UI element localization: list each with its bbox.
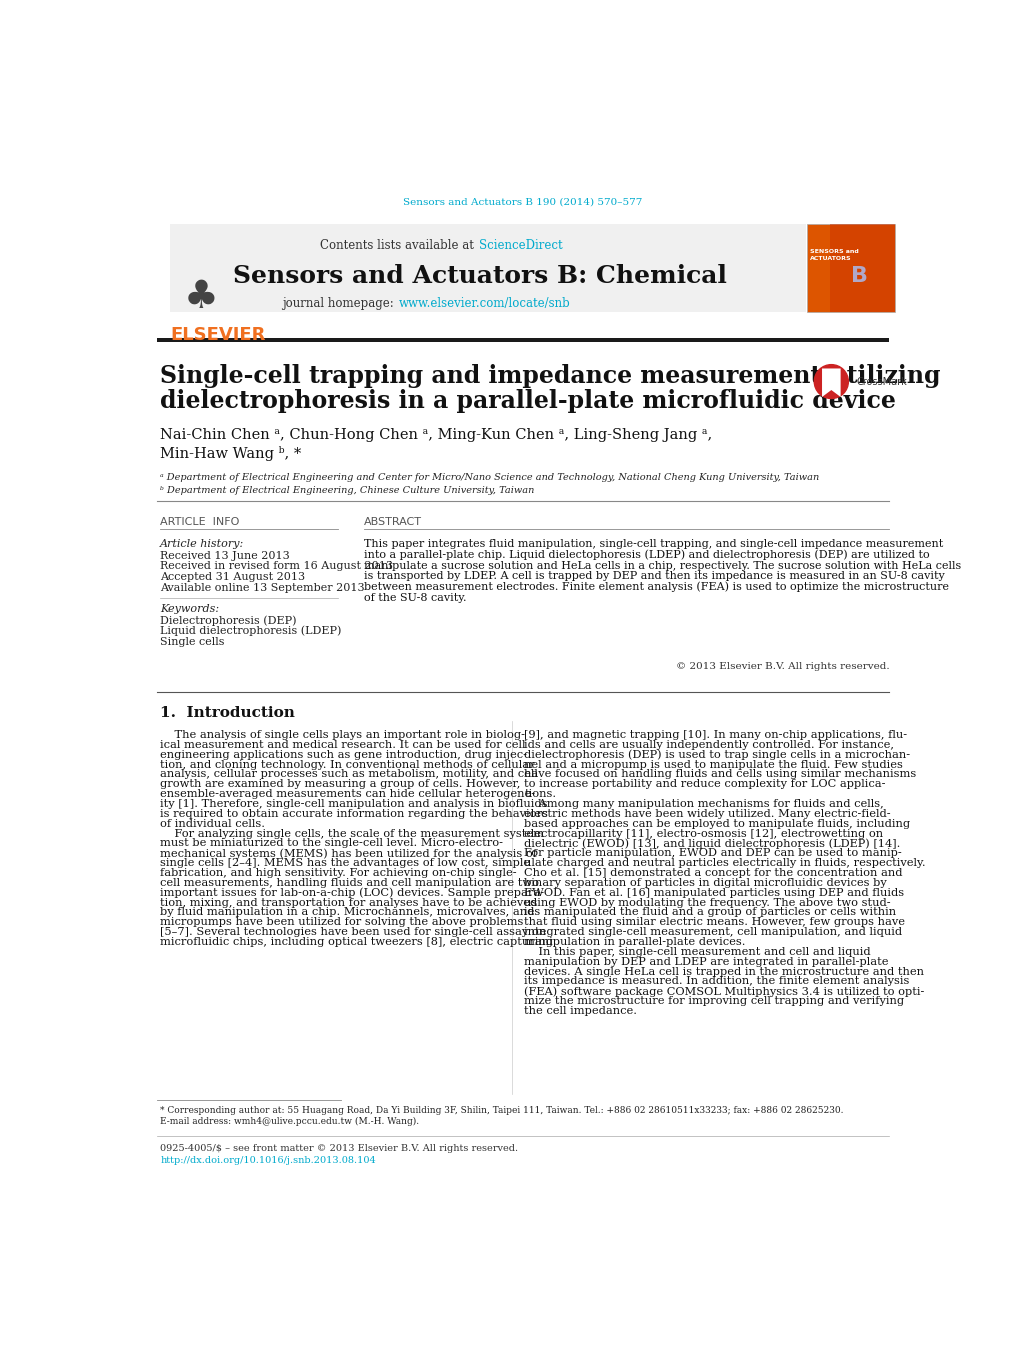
- Text: fabrication, and high sensitivity. For achieving on-chip single-: fabrication, and high sensitivity. For a…: [160, 867, 517, 878]
- Text: manipulation in parallel-plate devices.: manipulation in parallel-plate devices.: [525, 938, 746, 947]
- Text: 1.  Introduction: 1. Introduction: [160, 707, 295, 720]
- Text: SENSORS and
ACTUATORS: SENSORS and ACTUATORS: [810, 249, 859, 261]
- Text: Nai-Chin Chen ᵃ, Chun-Hong Chen ᵃ, Ming-Kun Chen ᵃ, Ling-Sheng Jang ᵃ,: Nai-Chin Chen ᵃ, Chun-Hong Chen ᵃ, Ming-…: [160, 428, 713, 442]
- Text: Cho et al. [15] demonstrated a concept for the concentration and: Cho et al. [15] demonstrated a concept f…: [525, 867, 903, 878]
- Bar: [157, 338, 889, 342]
- Text: Article history:: Article history:: [160, 539, 244, 549]
- Text: have focused on handling fluids and cells using similar mechanisms: have focused on handling fluids and cell…: [525, 770, 917, 780]
- Text: B: B: [852, 266, 869, 286]
- Text: nel and a micropump is used to manipulate the fluid. Few studies: nel and a micropump is used to manipulat…: [525, 759, 904, 770]
- Bar: [807, 224, 894, 312]
- Text: cell measurements, handling fluids and cell manipulation are two: cell measurements, handling fluids and c…: [160, 878, 539, 888]
- Text: tion, mixing, and transportation for analyses have to be achieved: tion, mixing, and transportation for ana…: [160, 897, 537, 908]
- Text: [9], and magnetic trapping [10]. In many on-chip applications, flu-: [9], and magnetic trapping [10]. In many…: [525, 730, 908, 740]
- Text: This paper integrates fluid manipulation, single-cell trapping, and single-cell : This paper integrates fluid manipulation…: [364, 539, 943, 549]
- Text: journal homepage:: journal homepage:: [282, 296, 397, 309]
- Text: Contents lists available at: Contents lists available at: [321, 239, 478, 251]
- Text: tions.: tions.: [525, 789, 556, 800]
- Text: ABSTRACT: ABSTRACT: [364, 517, 422, 527]
- Bar: [171, 224, 806, 312]
- Text: Min-Haw Wang ᵇ, *: Min-Haw Wang ᵇ, *: [160, 446, 301, 461]
- Text: important issues for lab-on-a-chip (LOC) devices. Sample prepara-: important issues for lab-on-a-chip (LOC)…: [160, 888, 544, 898]
- Text: its impedance is measured. In addition, the finite element analysis: its impedance is measured. In addition, …: [525, 977, 910, 986]
- Text: that fluid using similar electric means. However, few groups have: that fluid using similar electric means.…: [525, 917, 906, 927]
- Text: ies manipulated the fluid and a group of particles or cells within: ies manipulated the fluid and a group of…: [525, 908, 896, 917]
- Text: In this paper, single-cell measurement and cell and liquid: In this paper, single-cell measurement a…: [525, 947, 871, 957]
- Text: ensemble-averaged measurements can hide cellular heterogene-: ensemble-averaged measurements can hide …: [160, 789, 535, 800]
- Text: Dielectrophoresis (DEP): Dielectrophoresis (DEP): [160, 615, 297, 626]
- Text: binary separation of particles in digital microfluidic devices by: binary separation of particles in digita…: [525, 878, 887, 888]
- Text: Sensors and Actuators B: Chemical: Sensors and Actuators B: Chemical: [234, 263, 727, 288]
- Text: Sensors and Actuators B 190 (2014) 570–577: Sensors and Actuators B 190 (2014) 570–5…: [403, 197, 642, 207]
- Bar: [830, 224, 894, 312]
- Text: electric methods have been widely utilized. Many electric-field-: electric methods have been widely utiliz…: [525, 809, 891, 819]
- Text: of individual cells.: of individual cells.: [160, 819, 265, 828]
- Text: is transported by LDEP. A cell is trapped by DEP and then its impedance is measu: is transported by LDEP. A cell is trappe…: [364, 571, 944, 581]
- Text: engineering applications such as gene introduction, drug injec-: engineering applications such as gene in…: [160, 750, 527, 759]
- Text: [5–7]. Several technologies have been used for single-cell assay on: [5–7]. Several technologies have been us…: [160, 927, 546, 938]
- Text: Single cells: Single cells: [160, 636, 225, 647]
- Text: Received in revised form 16 August 2013: Received in revised form 16 August 2013: [160, 562, 393, 571]
- Text: microfluidic chips, including optical tweezers [8], electric capturing: microfluidic chips, including optical tw…: [160, 938, 553, 947]
- Text: ᵇ Department of Electrical Engineering, Chinese Culture University, Taiwan: ᵇ Department of Electrical Engineering, …: [160, 485, 535, 494]
- Text: by fluid manipulation in a chip. Microchannels, microvalves, and: by fluid manipulation in a chip. Microch…: [160, 908, 535, 917]
- Text: ical measurement and medical research. It can be used for cell: ical measurement and medical research. I…: [160, 740, 526, 750]
- Text: integrated single-cell measurement, cell manipulation, and liquid: integrated single-cell measurement, cell…: [525, 927, 903, 938]
- Text: CrossMark: CrossMark: [857, 377, 907, 386]
- Circle shape: [815, 365, 848, 399]
- Polygon shape: [822, 369, 840, 397]
- Text: E-mail address: wmh4@ulive.pccu.edu.tw (M.-H. Wang).: E-mail address: wmh4@ulive.pccu.edu.tw (…: [160, 1117, 420, 1127]
- Text: manipulate a sucrose solution and HeLa cells in a chip, respectively. The sucros: manipulate a sucrose solution and HeLa c…: [364, 561, 961, 570]
- Text: Among many manipulation mechanisms for fluids and cells,: Among many manipulation mechanisms for f…: [525, 798, 884, 809]
- Text: into a parallel-plate chip. Liquid dielectophoresis (LDEP) and dielectrophoresis: into a parallel-plate chip. Liquid diele…: [364, 550, 930, 561]
- Text: dielectric (EWOD) [13], and liquid dielectrophoresis (LDEP) [14].: dielectric (EWOD) [13], and liquid diele…: [525, 838, 901, 848]
- Text: The analysis of single cells plays an important role in biolog-: The analysis of single cells plays an im…: [160, 730, 525, 740]
- Text: For particle manipulation, EWOD and DEP can be used to manip-: For particle manipulation, EWOD and DEP …: [525, 848, 903, 858]
- Text: must be miniaturized to the single-cell level. Micro-electro-: must be miniaturized to the single-cell …: [160, 839, 503, 848]
- Text: For analyzing single cells, the scale of the measurement system: For analyzing single cells, the scale of…: [160, 828, 544, 839]
- Text: is required to obtain accurate information regarding the behaviors: is required to obtain accurate informati…: [160, 809, 548, 819]
- Text: EWOD. Fan et al. [16] manipulated particles using DEP and fluids: EWOD. Fan et al. [16] manipulated partic…: [525, 888, 905, 897]
- Text: mize the microstructure for improving cell trapping and verifying: mize the microstructure for improving ce…: [525, 996, 905, 1006]
- Text: ARTICLE  INFO: ARTICLE INFO: [160, 517, 240, 527]
- Text: to increase portability and reduce complexity for LOC applica-: to increase portability and reduce compl…: [525, 780, 886, 789]
- Text: © 2013 Elsevier B.V. All rights reserved.: © 2013 Elsevier B.V. All rights reserved…: [676, 662, 889, 671]
- Text: manipulation by DEP and LDEP are integrated in parallel-plate: manipulation by DEP and LDEP are integra…: [525, 957, 889, 967]
- Text: using EWOD by modulating the frequency. The above two stud-: using EWOD by modulating the frequency. …: [525, 897, 891, 908]
- Text: single cells [2–4]. MEMS has the advantages of low cost, simple: single cells [2–4]. MEMS has the advanta…: [160, 858, 530, 869]
- Text: ELSEVIER: ELSEVIER: [171, 327, 265, 345]
- Text: dielectrophoresis (DEP) is used to trap single cells in a microchan-: dielectrophoresis (DEP) is used to trap …: [525, 750, 911, 761]
- Text: * Corresponding author at: 55 Huagang Road, Da Yi Building 3F, Shilin, Taipei 11: * Corresponding author at: 55 Huagang Ro…: [160, 1106, 843, 1116]
- Text: Keywords:: Keywords:: [160, 604, 220, 613]
- Text: devices. A single HeLa cell is trapped in the microstructure and then: devices. A single HeLa cell is trapped i…: [525, 966, 924, 977]
- Text: ScienceDirect: ScienceDirect: [480, 239, 564, 251]
- Text: www.elsevier.com/locate/snb: www.elsevier.com/locate/snb: [399, 296, 571, 309]
- Text: http://dx.doi.org/10.1016/j.snb.2013.08.104: http://dx.doi.org/10.1016/j.snb.2013.08.…: [160, 1156, 376, 1166]
- Text: Received 13 June 2013: Received 13 June 2013: [160, 551, 290, 561]
- Text: ity [1]. Therefore, single-cell manipulation and analysis in biofluids: ity [1]. Therefore, single-cell manipula…: [160, 798, 547, 809]
- Text: mechanical systems (MEMS) has been utilized for the analysis of: mechanical systems (MEMS) has been utili…: [160, 848, 537, 858]
- Text: analysis, cellular processes such as metabolism, motility, and cell: analysis, cellular processes such as met…: [160, 770, 538, 780]
- Text: Accepted 31 August 2013: Accepted 31 August 2013: [160, 573, 305, 582]
- Text: ♣: ♣: [184, 278, 218, 316]
- Text: Liquid dielectrophoresis (LDEP): Liquid dielectrophoresis (LDEP): [160, 626, 342, 636]
- Text: (FEA) software package COMSOL Multiphysics 3.4 is utilized to opti-: (FEA) software package COMSOL Multiphysi…: [525, 986, 925, 997]
- Text: based approaches can be employed to manipulate fluids, including: based approaches can be employed to mani…: [525, 819, 911, 828]
- Text: Available online 13 September 2013: Available online 13 September 2013: [160, 582, 364, 593]
- Text: ids and cells are usually independently controlled. For instance,: ids and cells are usually independently …: [525, 740, 894, 750]
- Text: of the SU-8 cavity.: of the SU-8 cavity.: [364, 593, 467, 603]
- Text: 0925-4005/$ – see front matter © 2013 Elsevier B.V. All rights reserved.: 0925-4005/$ – see front matter © 2013 El…: [160, 1144, 519, 1152]
- Text: micropumps have been utilized for solving the above problems: micropumps have been utilized for solvin…: [160, 917, 524, 927]
- Text: ulate charged and neutral particles electrically in fluids, respectively.: ulate charged and neutral particles elec…: [525, 858, 926, 869]
- Text: dielectrophoresis in a parallel-plate microfluidic device: dielectrophoresis in a parallel-plate mi…: [160, 389, 896, 413]
- Text: electrocapillarity [11], electro-osmosis [12], electrowetting on: electrocapillarity [11], electro-osmosis…: [525, 828, 883, 839]
- Text: Single-cell trapping and impedance measurement utilizing: Single-cell trapping and impedance measu…: [160, 365, 940, 388]
- Text: the cell impedance.: the cell impedance.: [525, 1006, 637, 1016]
- Text: between measurement electrodes. Finite element analysis (FEA) is used to optimiz: between measurement electrodes. Finite e…: [364, 582, 949, 593]
- Text: ᵃ Department of Electrical Engineering and Center for Micro/Nano Science and Tec: ᵃ Department of Electrical Engineering a…: [160, 473, 820, 482]
- Text: tion, and cloning technology. In conventional methods of cellular: tion, and cloning technology. In convent…: [160, 759, 535, 770]
- Text: growth are examined by measuring a group of cells. However,: growth are examined by measuring a group…: [160, 780, 521, 789]
